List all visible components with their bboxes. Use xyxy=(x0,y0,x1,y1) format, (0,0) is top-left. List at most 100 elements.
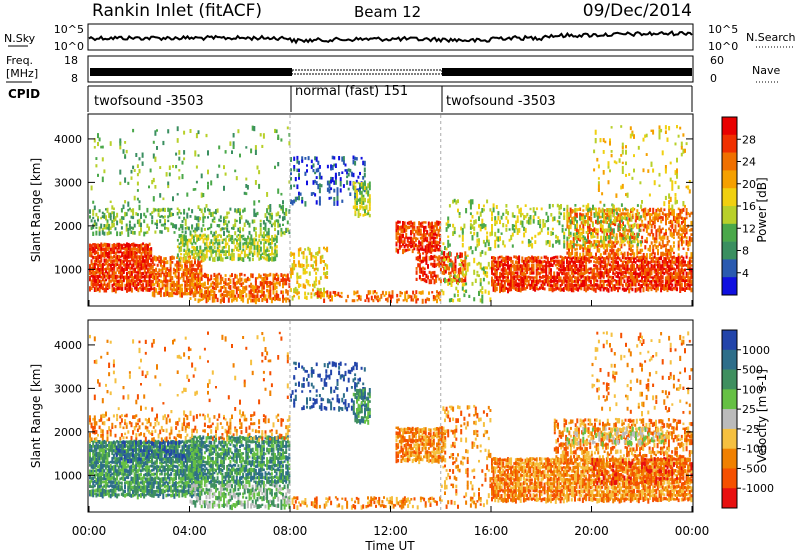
noise-sky-trace xyxy=(88,30,693,45)
freq-bar-3 xyxy=(442,68,692,76)
velocity-heatmap xyxy=(89,321,693,511)
heatmap-region-16 xyxy=(491,203,643,250)
heatmap-region-4 xyxy=(189,483,291,511)
colorbar-swatch xyxy=(722,349,737,370)
colorbar-tick-label: 24 xyxy=(742,156,756,169)
colorbar-tick-label: 25 xyxy=(742,403,756,416)
y-tick-label: 1000 xyxy=(54,263,82,276)
y-tick-label: 2000 xyxy=(54,220,82,233)
colorbar-swatch xyxy=(722,134,737,153)
power-panel: 1000 2000 3000 4000 Slant Range [km] xyxy=(29,113,694,307)
noise-panel: N.Sky 10^5 10^0 10^5 10^0 N.Search xyxy=(4,23,796,53)
heatmap-region-9 xyxy=(352,181,371,218)
heatmap-region-14 xyxy=(566,426,668,447)
heatmap-region-8 xyxy=(352,388,371,425)
noise-left-tick-top: 10^5 xyxy=(54,23,84,36)
colorbar-swatch xyxy=(722,428,737,449)
velocity-panel: 1000 2000 3000 4000 Slant Range [km] xyxy=(29,319,694,513)
velocity-colorbar: 1000 500 100 25 -25 -100 -500 -1000 xyxy=(721,329,774,509)
cpid-label: CPID xyxy=(8,87,40,101)
power-y-ticks: 1000 2000 3000 4000 xyxy=(54,133,693,276)
heatmap-region-3 xyxy=(176,233,278,263)
heatmap-region-16 xyxy=(591,331,693,417)
freq-bar-1 xyxy=(90,68,292,76)
colorbar-swatch xyxy=(722,277,737,296)
noise-left-label: N.Sky xyxy=(4,32,36,45)
colorbar-swatch xyxy=(722,468,737,489)
frequency-panel: Freq. [MHz] 18 8 60 0 Nave xyxy=(6,54,780,85)
velocity-y-label: Slant Range [km] xyxy=(29,364,43,468)
colorbar-tick-label: 500 xyxy=(742,364,763,377)
x-tick-label: 08:00 xyxy=(273,524,308,538)
x-axis-label: Time UT xyxy=(364,539,415,553)
noise-right-tick-top: 10^5 xyxy=(708,23,738,36)
velocity-colorbar-label: Velocity [m s-1] xyxy=(755,369,769,463)
colorbar-swatch xyxy=(722,223,737,242)
colorbar-swatch xyxy=(722,241,737,260)
colorbar-swatch xyxy=(722,188,737,207)
power-colorbar-label: Power [dB] xyxy=(755,177,769,242)
cpid-segment-1: twofsound -3503 xyxy=(94,94,204,109)
x-tick-label: 20:00 xyxy=(574,524,609,538)
y-tick-label: 2000 xyxy=(54,426,82,439)
heatmap-region-9 xyxy=(291,496,442,510)
colorbar-tick-label: -100 xyxy=(742,443,767,456)
heatmap-region-5 xyxy=(89,207,291,237)
y-tick-label: 3000 xyxy=(54,176,82,189)
freq-tick-bottom: 8 xyxy=(71,72,78,85)
heatmap-region-2 xyxy=(189,435,291,487)
colorbar-tick-label: -25 xyxy=(742,423,760,436)
x-tick-label: 00:00 xyxy=(675,524,710,538)
colorbar-tick-label: 16 xyxy=(742,200,756,213)
power-heatmap xyxy=(89,115,693,305)
heatmap-region-3 xyxy=(114,439,190,465)
heatmap-region-11 xyxy=(395,220,442,255)
power-colorbar: 4 8 12 16 20 24 28 xyxy=(721,116,756,296)
heatmap-region-1 xyxy=(89,242,153,294)
colorbar-swatch xyxy=(722,369,737,390)
heatmap-region-6 xyxy=(89,331,289,417)
heatmap-region-4 xyxy=(189,272,291,305)
heatmap-region-5 xyxy=(89,413,291,443)
colorbar-tick-label: 12 xyxy=(742,222,756,235)
colorbar-swatch xyxy=(722,389,737,410)
colorbar-swatch xyxy=(722,409,737,430)
velocity-y-ticks: 1000 2000 3000 4000 xyxy=(54,339,693,482)
colorbar-tick-label: 100 xyxy=(742,383,763,396)
nave-tick-bottom: 0 xyxy=(710,72,717,85)
heatmap-region-17 xyxy=(593,125,691,210)
colorbar-tick-label: 8 xyxy=(742,245,749,258)
x-tick-label: 00:00 xyxy=(72,524,107,538)
heatmap-region-15 xyxy=(591,457,693,487)
x-tick-label: 04:00 xyxy=(172,524,207,538)
cpid-segment-3: twofsound -3503 xyxy=(446,94,556,109)
colorbar-tick-label: 1000 xyxy=(742,344,770,357)
colorbar-swatch xyxy=(722,206,737,225)
colorbar-swatch xyxy=(722,170,737,189)
time-axis: 00:00 04:00 08:00 12:00 16:00 20:00 00:00 xyxy=(72,300,710,538)
freq-bar-2 xyxy=(291,69,443,75)
nave-tick-top: 60 xyxy=(710,54,724,67)
heatmap-region-7 xyxy=(290,246,329,301)
noise-right-tick-bottom: 10^0 xyxy=(708,40,738,53)
heatmap-region-15 xyxy=(566,207,693,259)
heatmap-region-10 xyxy=(395,426,447,465)
colorbar-tick-label: -1000 xyxy=(742,482,774,495)
power-y-label: Slant Range [km] xyxy=(29,158,43,262)
beam-label: Beam 12 xyxy=(354,3,421,21)
colorbar-swatch xyxy=(722,152,737,171)
heatmap-region-7 xyxy=(290,361,366,412)
colorbar-tick-label: 28 xyxy=(742,133,756,146)
freq-label-2: [MHz] xyxy=(6,67,38,80)
colorbar-tick-label: 4 xyxy=(742,267,749,280)
colorbar-swatch xyxy=(722,117,737,136)
plot-title: Rankin Inlet (fitACF) xyxy=(92,1,262,21)
colorbar-swatch xyxy=(722,488,737,509)
colorbar-swatch xyxy=(722,259,737,278)
date-label: 09/Dec/2014 xyxy=(583,1,692,21)
colorbar-swatch xyxy=(722,448,737,469)
nave-label: Nave xyxy=(752,64,780,77)
heatmap-region-11 xyxy=(440,404,492,509)
colorbar-tick-label: -500 xyxy=(742,462,767,475)
